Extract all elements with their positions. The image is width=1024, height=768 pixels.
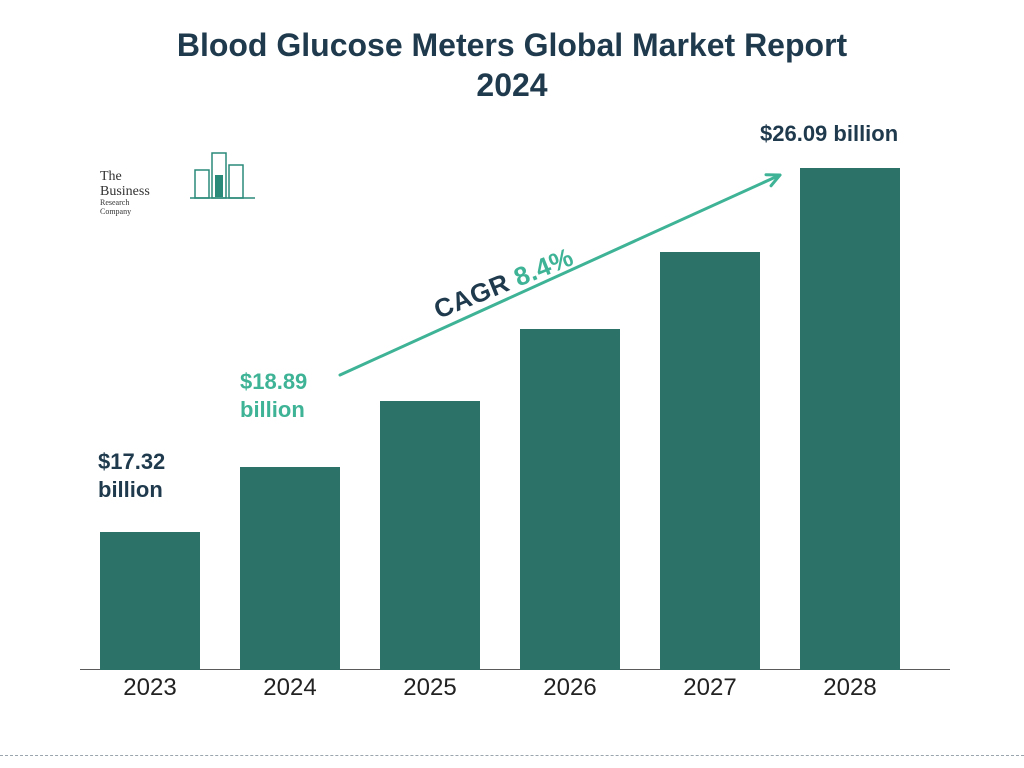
chart-title: Blood Glucose Meters Global Market Repor… xyxy=(0,25,1024,105)
title-line2: 2024 xyxy=(476,67,547,103)
title-line1: Blood Glucose Meters Global Market Repor… xyxy=(177,27,847,63)
cagr-arrow-icon xyxy=(80,130,950,700)
chart-plot-area: 202320242025202620272028 $17.32billion$1… xyxy=(80,130,950,700)
footer-divider xyxy=(0,755,1024,756)
chart-container: Blood Glucose Meters Global Market Repor… xyxy=(0,0,1024,768)
